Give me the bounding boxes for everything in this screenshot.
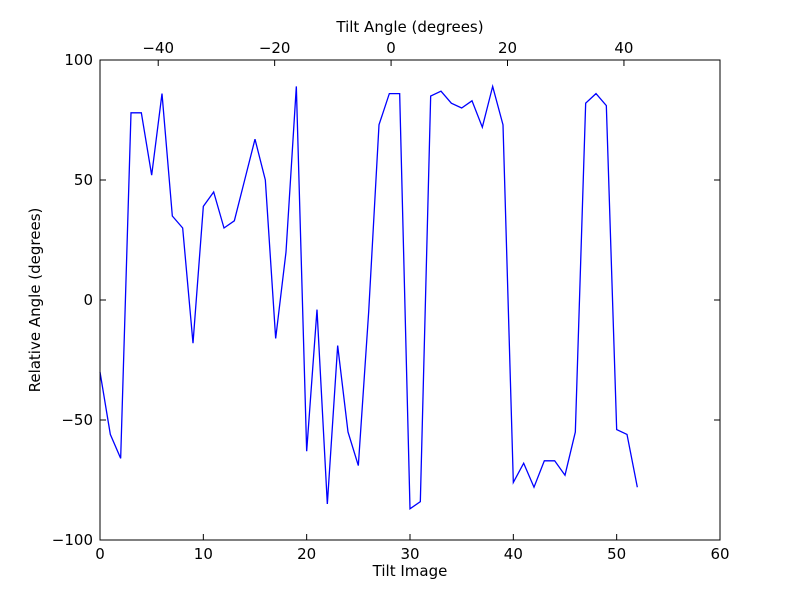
x-axis-title: Tilt Image [372,562,448,580]
top-x-tick-label: −20 [259,39,291,57]
x-tick-label: 40 [504,545,523,563]
x-tick-label: 30 [400,545,419,563]
x-tick-label: 0 [95,545,105,563]
x-tick-label: 20 [297,545,316,563]
y-tick-label: −100 [52,531,93,549]
y-tick-label: 50 [74,171,93,189]
top-x-tick-label: 20 [498,39,517,57]
plot-area [99,83,638,511]
top-x-axis-title: Tilt Angle (degrees) [335,18,483,36]
y-axis-title: Relative Angle (degrees) [26,208,44,393]
series-line-0 [99,83,638,511]
y-tick-label: 0 [83,291,93,309]
axis-ticks: 0 10 20 30 40 50 60 −100 −50 0 50 100 −40 −20 0 20 40 [52,39,730,563]
x-tick-label: 60 [710,545,729,563]
x-tick-label: 10 [194,545,213,563]
y-tick-label: −50 [61,411,93,429]
x-tick-label: 50 [607,545,626,563]
top-x-tick-label: 0 [386,39,396,57]
y-tick-label: 100 [64,51,93,69]
top-x-tick-label: −40 [142,39,174,57]
top-x-tick-label: 40 [614,39,633,57]
